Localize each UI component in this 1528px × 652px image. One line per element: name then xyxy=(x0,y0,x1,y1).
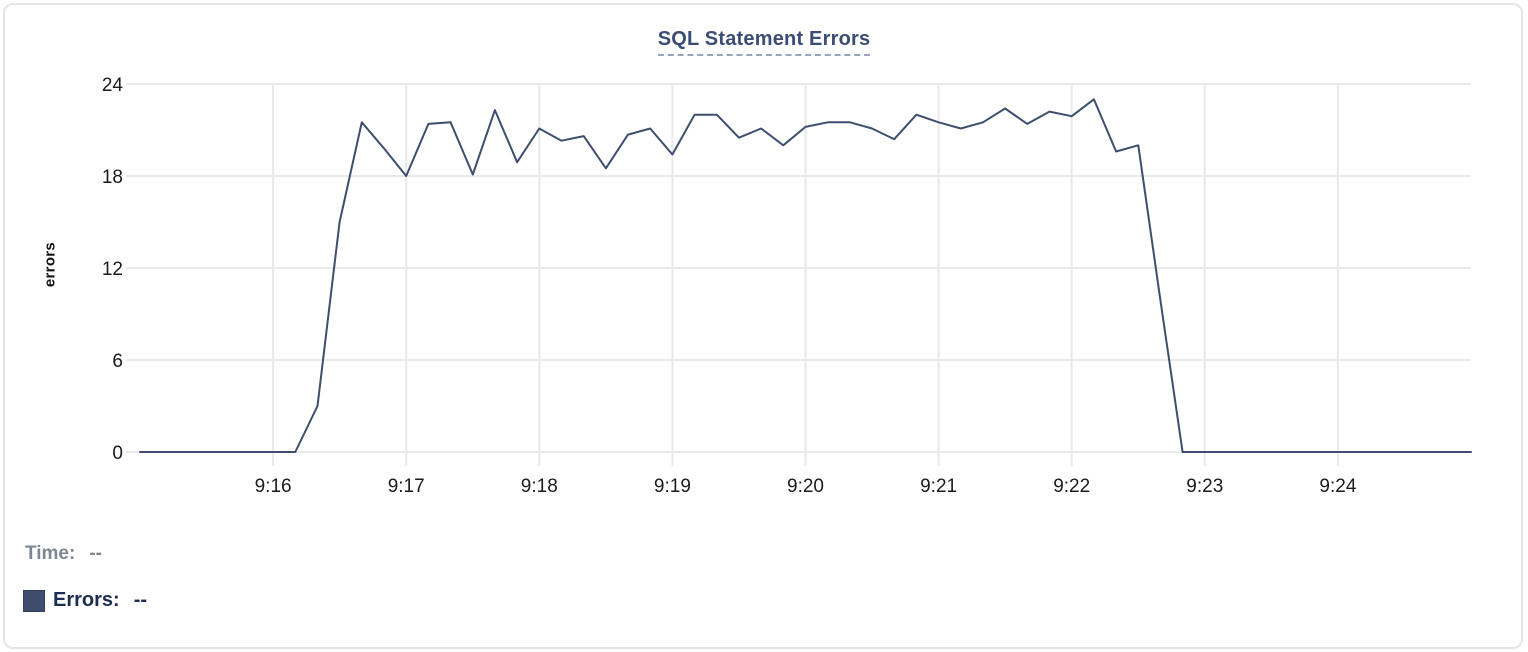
chart-title[interactable]: SQL Statement Errors xyxy=(657,28,871,56)
y-tick-label: 24 xyxy=(102,75,124,96)
x-tick-label: 9:20 xyxy=(787,476,824,497)
errors-series-line xyxy=(139,98,1472,453)
x-tick-label: 9:17 xyxy=(388,476,425,497)
x-tick-label: 9:24 xyxy=(1319,476,1356,497)
errors-chart: 0 6 12 18 24 9:16 9:17 9:18 9:19 9:20 9:21 9:22 9:23… xyxy=(102,75,1472,497)
x-tick-label: 9:16 xyxy=(255,476,292,497)
legend-errors-label: Errors: xyxy=(53,589,120,611)
y-tick-label: 18 xyxy=(102,167,123,188)
errors-series-swatch xyxy=(23,589,45,612)
x-tick-label: 9:21 xyxy=(920,476,957,497)
y-tick-label: 6 xyxy=(112,351,123,372)
chart-title-container: SQL Statement Errors xyxy=(0,28,1528,56)
legend-time-label: Time: xyxy=(25,543,76,564)
x-tick-label: 9:18 xyxy=(521,476,558,497)
y-tick-label: 0 xyxy=(112,443,123,464)
legend-errors-value: -- xyxy=(133,589,148,611)
x-tick-label: 9:23 xyxy=(1186,476,1223,497)
legend-errors-row: Errors: -- xyxy=(23,589,147,612)
legend-time-row: Time: -- xyxy=(25,543,102,565)
y-tick-label: 12 xyxy=(102,259,123,280)
legend-time-value: -- xyxy=(89,543,102,564)
chart-card xyxy=(3,3,1523,649)
x-tick-label: 9:19 xyxy=(654,476,691,497)
x-tick-label: 9:22 xyxy=(1053,476,1090,497)
